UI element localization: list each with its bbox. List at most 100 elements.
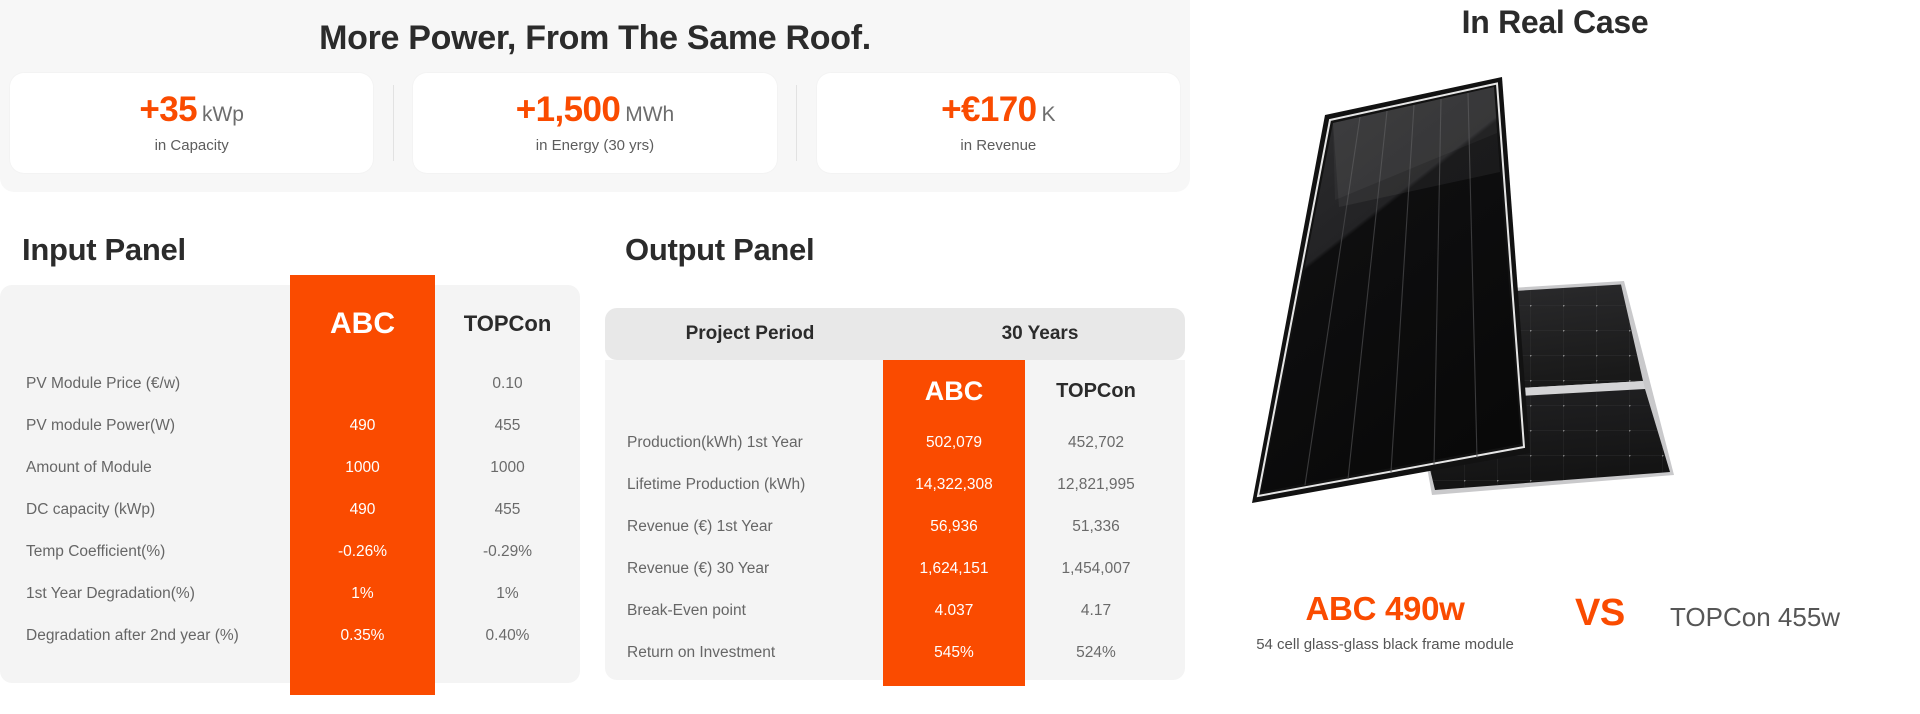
output-header-blank (605, 360, 883, 422)
output-row-topcon: 452,702 (1067, 434, 1125, 451)
table-row: PV Module Price (€/w) 0.10 (0, 363, 580, 405)
output-row-abc: 56,936 (930, 518, 978, 535)
product-left: ABC 490w 54 cell glass-glass black frame… (1230, 590, 1540, 653)
output-row-abc: 502,079 (925, 434, 983, 451)
stat-value-row: +€170 K (941, 92, 1055, 127)
output-header-abc: ABC (924, 375, 984, 406)
solar-panel-illustration (1200, 55, 1920, 525)
output-table-body: ABC TOPCon Production(kWh) 1st Year 502,… (605, 360, 1185, 674)
right-column: In Real Case (1190, 0, 1920, 714)
table-row: 1st Year Degradation(%) 1% 1% (0, 573, 580, 615)
output-row-label: Revenue (€) 1st Year (627, 518, 773, 535)
input-row-label: Temp Coefficient(%) (26, 543, 166, 560)
product-left-caption: 54 cell glass-glass black frame module (1256, 636, 1514, 653)
input-table: ABC TOPCon PV Module Price (€/w) 0.10 PV… (0, 275, 580, 695)
input-row-topcon: 455 (494, 501, 521, 518)
input-row-abc: 0.35% (340, 627, 385, 644)
hero-banner: More Power, From The Same Roof. +35 kWp i… (0, 0, 1190, 192)
stat-caption-revenue: in Revenue (960, 136, 1037, 154)
stat-card-capacity: +35 kWp in Capacity (10, 72, 374, 173)
output-row-topcon: 51,336 (1072, 518, 1120, 535)
output-row-topcon: 1,454,007 (1061, 560, 1131, 577)
input-row-abc: -0.26% (337, 543, 388, 560)
output-row-abc: 4.037 (934, 602, 974, 619)
input-row-abc: 1000 (345, 459, 380, 476)
stat-card-energy: +1,500 MWh in Energy (30 yrs) (413, 72, 777, 173)
solar-panels-svg (1252, 77, 1674, 503)
stat-unit-revenue: K (1041, 102, 1056, 126)
stat-caption-energy: in Energy (30 yrs) (535, 136, 655, 154)
input-row-label: 1st Year Degradation(%) (26, 585, 195, 602)
stat-value-row: +1,500 MWh (516, 92, 674, 127)
stat-value-row: +35 kWp (139, 92, 244, 127)
output-abc-highlight-column (883, 342, 1025, 686)
table-row: Production(kWh) 1st Year 502,079 452,702 (605, 422, 1185, 464)
output-row-topcon: 524% (1076, 644, 1116, 661)
input-row-label: DC capacity (kWp) (26, 501, 156, 518)
input-row-topcon: 0.40% (485, 627, 530, 644)
project-period-bar: Project Period 30 Years (605, 308, 1185, 360)
input-row-topcon: 0.10 (492, 375, 523, 392)
input-header-blank (0, 285, 290, 363)
front-panel-glass (1261, 87, 1521, 492)
table-row: Return on Investment 545% 524% (605, 632, 1185, 674)
output-row-topcon: 12,821,995 (1057, 476, 1135, 493)
output-row-abc: 1,624,151 (919, 560, 989, 577)
table-row: Degradation after 2nd year (%) 0.35% 0.4… (0, 615, 580, 657)
output-header-row: ABC TOPCon (605, 360, 1185, 422)
stat-unit-capacity: kWp (201, 102, 244, 126)
output-table: ABC TOPCon Production(kWh) 1st Year 502,… (605, 342, 1185, 686)
table-row: Amount of Module 1000 1000 (0, 447, 580, 489)
input-row-label: Degradation after 2nd year (%) (26, 627, 239, 644)
front-panel-reflection (1333, 87, 1500, 207)
product-left-name: ABC 490w (1305, 590, 1465, 627)
input-row-abc: 490 (349, 417, 376, 434)
input-row-topcon: 1000 (490, 459, 525, 476)
input-row-topcon: -0.29% (482, 543, 533, 560)
input-header-topcon: TOPCon (463, 311, 552, 336)
output-row-topcon: 4.17 (1080, 602, 1112, 619)
front-solar-panel (1252, 77, 1530, 503)
product-right-name: TOPCon 455w (1670, 602, 1841, 632)
table-row: DC capacity (kWp) 490 455 (0, 489, 580, 531)
input-row-label: Amount of Module (26, 459, 152, 476)
stat-value-capacity: +35 (139, 89, 197, 129)
output-header-topcon: TOPCon (1056, 379, 1136, 402)
vs-label: VS (1575, 592, 1625, 634)
input-header-row: ABC TOPCon (0, 285, 580, 363)
table-row: Temp Coefficient(%) -0.26% -0.29% (0, 531, 580, 573)
input-row-topcon: 1% (496, 585, 519, 602)
output-panel-title: Output Panel (625, 232, 815, 267)
stat-divider-2 (777, 73, 817, 173)
product-comparison-bar: ABC 490w 54 cell glass-glass black frame… (1190, 580, 1920, 700)
input-row-topcon: 455 (494, 417, 521, 434)
input-row-label: PV module Power(W) (26, 417, 176, 434)
input-panel: ABC TOPCon PV Module Price (€/w) 0.10 PV… (0, 275, 580, 695)
stat-caption-capacity: in Capacity (154, 136, 229, 154)
table-row: Break-Even point 4.037 4.17 (605, 590, 1185, 632)
output-row-label: Return on Investment (627, 644, 776, 661)
input-abc-highlight-column (290, 275, 435, 695)
stat-unit-energy: MWh (625, 102, 675, 126)
project-period-label: Project Period (685, 323, 815, 344)
output-row-label: Break-Even point (627, 602, 746, 619)
stat-card-revenue: +€170 K in Revenue (816, 72, 1180, 173)
project-period-value: 30 Years (1001, 323, 1079, 344)
front-panel-edge-highlight (1256, 82, 1526, 498)
output-row-label: Lifetime Production (kWh) (627, 476, 806, 493)
table-row: Revenue (€) 1st Year 56,936 51,336 (605, 506, 1185, 548)
front-panel-cell-lines (1304, 92, 1478, 486)
stat-value-revenue: +€170 (941, 89, 1037, 129)
real-case-title: In Real Case (1461, 4, 1649, 40)
output-panel: Project Period 30 Years ABC TOPCon Produ… (605, 308, 1185, 686)
output-row-abc: 545% (934, 644, 974, 661)
output-row-label: Revenue (€) 30 Year (627, 560, 770, 577)
hero-title: More Power, From The Same Roof. (319, 19, 871, 57)
input-row-abc: 490 (349, 501, 376, 518)
stat-divider-1 (373, 73, 413, 173)
output-row-abc: 14,322,308 (915, 476, 993, 493)
input-row-abc: 1% (351, 585, 374, 602)
table-row: Revenue (€) 30 Year 1,624,151 1,454,007 (605, 548, 1185, 590)
input-row-label: PV Module Price (€/w) (26, 375, 181, 392)
